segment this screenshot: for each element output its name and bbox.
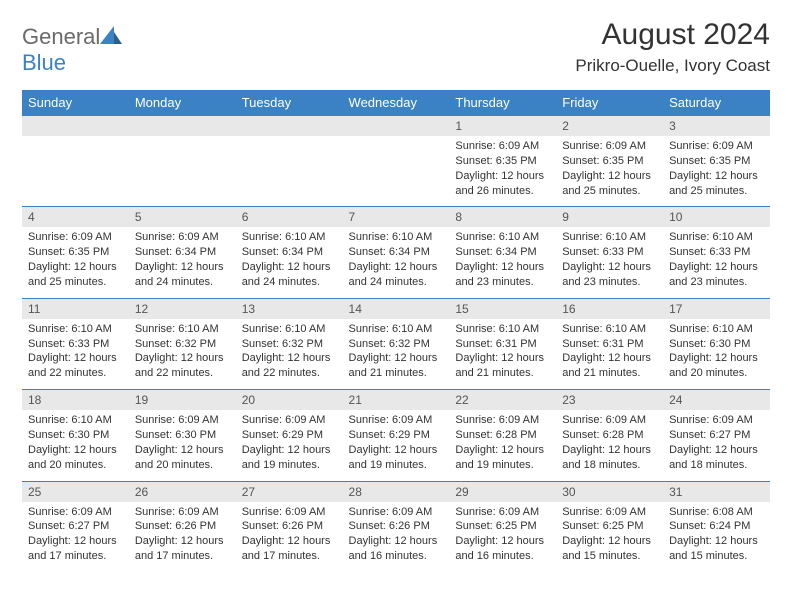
date-cell: 1 — [449, 116, 556, 137]
info-cell: Sunrise: 6:09 AM Sunset: 6:26 PM Dayligh… — [129, 502, 236, 572]
date-cell: 15 — [449, 298, 556, 319]
page-subtitle: Prikro-Ouelle, Ivory Coast — [575, 56, 770, 76]
date-cell: 5 — [129, 207, 236, 228]
info-row: Sunrise: 6:09 AM Sunset: 6:35 PM Dayligh… — [22, 136, 770, 207]
info-cell: Sunrise: 6:10 AM Sunset: 6:32 PM Dayligh… — [129, 319, 236, 390]
logo: General Blue — [22, 24, 122, 76]
info-cell: Sunrise: 6:10 AM Sunset: 6:30 PM Dayligh… — [22, 410, 129, 481]
info-cell: Sunrise: 6:09 AM Sunset: 6:27 PM Dayligh… — [663, 410, 770, 481]
info-cell: Sunrise: 6:10 AM Sunset: 6:34 PM Dayligh… — [343, 227, 450, 298]
date-cell: 11 — [22, 298, 129, 319]
date-cell: 20 — [236, 390, 343, 411]
date-cell: 24 — [663, 390, 770, 411]
info-cell — [343, 136, 450, 207]
info-cell: Sunrise: 6:10 AM Sunset: 6:32 PM Dayligh… — [236, 319, 343, 390]
date-row: 18192021222324 — [22, 390, 770, 411]
info-cell: Sunrise: 6:09 AM Sunset: 6:28 PM Dayligh… — [449, 410, 556, 481]
day-header: Thursday — [449, 90, 556, 116]
info-cell: Sunrise: 6:10 AM Sunset: 6:31 PM Dayligh… — [556, 319, 663, 390]
date-cell — [22, 116, 129, 137]
info-cell: Sunrise: 6:09 AM Sunset: 6:35 PM Dayligh… — [22, 227, 129, 298]
date-cell: 27 — [236, 481, 343, 502]
date-cell: 26 — [129, 481, 236, 502]
date-cell: 8 — [449, 207, 556, 228]
date-row: 11121314151617 — [22, 298, 770, 319]
info-cell: Sunrise: 6:09 AM Sunset: 6:26 PM Dayligh… — [236, 502, 343, 572]
info-cell: Sunrise: 6:09 AM Sunset: 6:27 PM Dayligh… — [22, 502, 129, 572]
date-cell: 16 — [556, 298, 663, 319]
calendar-table: Sunday Monday Tuesday Wednesday Thursday… — [22, 90, 770, 572]
date-cell: 14 — [343, 298, 450, 319]
date-cell: 4 — [22, 207, 129, 228]
info-cell: Sunrise: 6:10 AM Sunset: 6:31 PM Dayligh… — [449, 319, 556, 390]
date-cell: 2 — [556, 116, 663, 137]
date-cell: 28 — [343, 481, 450, 502]
info-cell: Sunrise: 6:10 AM Sunset: 6:33 PM Dayligh… — [556, 227, 663, 298]
logo-text-blue: Blue — [22, 50, 66, 75]
date-cell: 29 — [449, 481, 556, 502]
date-cell: 12 — [129, 298, 236, 319]
date-cell: 9 — [556, 207, 663, 228]
date-row: 25262728293031 — [22, 481, 770, 502]
date-cell: 31 — [663, 481, 770, 502]
info-cell — [129, 136, 236, 207]
info-cell: Sunrise: 6:10 AM Sunset: 6:33 PM Dayligh… — [663, 227, 770, 298]
info-cell: Sunrise: 6:09 AM Sunset: 6:35 PM Dayligh… — [663, 136, 770, 207]
date-cell: 7 — [343, 207, 450, 228]
info-cell: Sunrise: 6:10 AM Sunset: 6:33 PM Dayligh… — [22, 319, 129, 390]
date-cell: 6 — [236, 207, 343, 228]
info-row: Sunrise: 6:09 AM Sunset: 6:35 PM Dayligh… — [22, 227, 770, 298]
date-cell: 18 — [22, 390, 129, 411]
info-row: Sunrise: 6:10 AM Sunset: 6:33 PM Dayligh… — [22, 319, 770, 390]
day-header: Wednesday — [343, 90, 450, 116]
date-cell: 23 — [556, 390, 663, 411]
info-cell — [22, 136, 129, 207]
day-header: Friday — [556, 90, 663, 116]
info-cell: Sunrise: 6:10 AM Sunset: 6:34 PM Dayligh… — [449, 227, 556, 298]
date-cell — [129, 116, 236, 137]
logo-triangle-icon — [100, 26, 122, 44]
date-cell: 3 — [663, 116, 770, 137]
day-header: Sunday — [22, 90, 129, 116]
info-cell: Sunrise: 6:09 AM Sunset: 6:35 PM Dayligh… — [556, 136, 663, 207]
info-cell: Sunrise: 6:09 AM Sunset: 6:35 PM Dayligh… — [449, 136, 556, 207]
logo-text-general: General — [22, 24, 100, 49]
info-cell: Sunrise: 6:10 AM Sunset: 6:34 PM Dayligh… — [236, 227, 343, 298]
date-cell: 19 — [129, 390, 236, 411]
header-right: August 2024 Prikro-Ouelle, Ivory Coast — [575, 18, 770, 76]
calendar-header-row: Sunday Monday Tuesday Wednesday Thursday… — [22, 90, 770, 116]
info-cell: Sunrise: 6:09 AM Sunset: 6:30 PM Dayligh… — [129, 410, 236, 481]
info-cell — [236, 136, 343, 207]
date-row: 45678910 — [22, 207, 770, 228]
logo-text: General Blue — [22, 24, 122, 76]
date-cell: 13 — [236, 298, 343, 319]
date-row: 123 — [22, 116, 770, 137]
date-cell — [236, 116, 343, 137]
day-header: Tuesday — [236, 90, 343, 116]
info-row: Sunrise: 6:09 AM Sunset: 6:27 PM Dayligh… — [22, 502, 770, 572]
info-cell: Sunrise: 6:09 AM Sunset: 6:25 PM Dayligh… — [449, 502, 556, 572]
info-cell: Sunrise: 6:09 AM Sunset: 6:29 PM Dayligh… — [343, 410, 450, 481]
day-header: Monday — [129, 90, 236, 116]
date-cell: 17 — [663, 298, 770, 319]
info-cell: Sunrise: 6:09 AM Sunset: 6:28 PM Dayligh… — [556, 410, 663, 481]
header: General Blue August 2024 Prikro-Ouelle, … — [22, 18, 770, 76]
info-cell: Sunrise: 6:09 AM Sunset: 6:26 PM Dayligh… — [343, 502, 450, 572]
date-cell: 21 — [343, 390, 450, 411]
info-cell: Sunrise: 6:08 AM Sunset: 6:24 PM Dayligh… — [663, 502, 770, 572]
info-cell: Sunrise: 6:09 AM Sunset: 6:25 PM Dayligh… — [556, 502, 663, 572]
info-row: Sunrise: 6:10 AM Sunset: 6:30 PM Dayligh… — [22, 410, 770, 481]
date-cell: 25 — [22, 481, 129, 502]
info-cell: Sunrise: 6:09 AM Sunset: 6:29 PM Dayligh… — [236, 410, 343, 481]
date-cell: 22 — [449, 390, 556, 411]
info-cell: Sunrise: 6:10 AM Sunset: 6:32 PM Dayligh… — [343, 319, 450, 390]
info-cell: Sunrise: 6:09 AM Sunset: 6:34 PM Dayligh… — [129, 227, 236, 298]
day-header: Saturday — [663, 90, 770, 116]
date-cell: 30 — [556, 481, 663, 502]
page-title: August 2024 — [575, 18, 770, 52]
date-cell: 10 — [663, 207, 770, 228]
info-cell: Sunrise: 6:10 AM Sunset: 6:30 PM Dayligh… — [663, 319, 770, 390]
date-cell — [343, 116, 450, 137]
